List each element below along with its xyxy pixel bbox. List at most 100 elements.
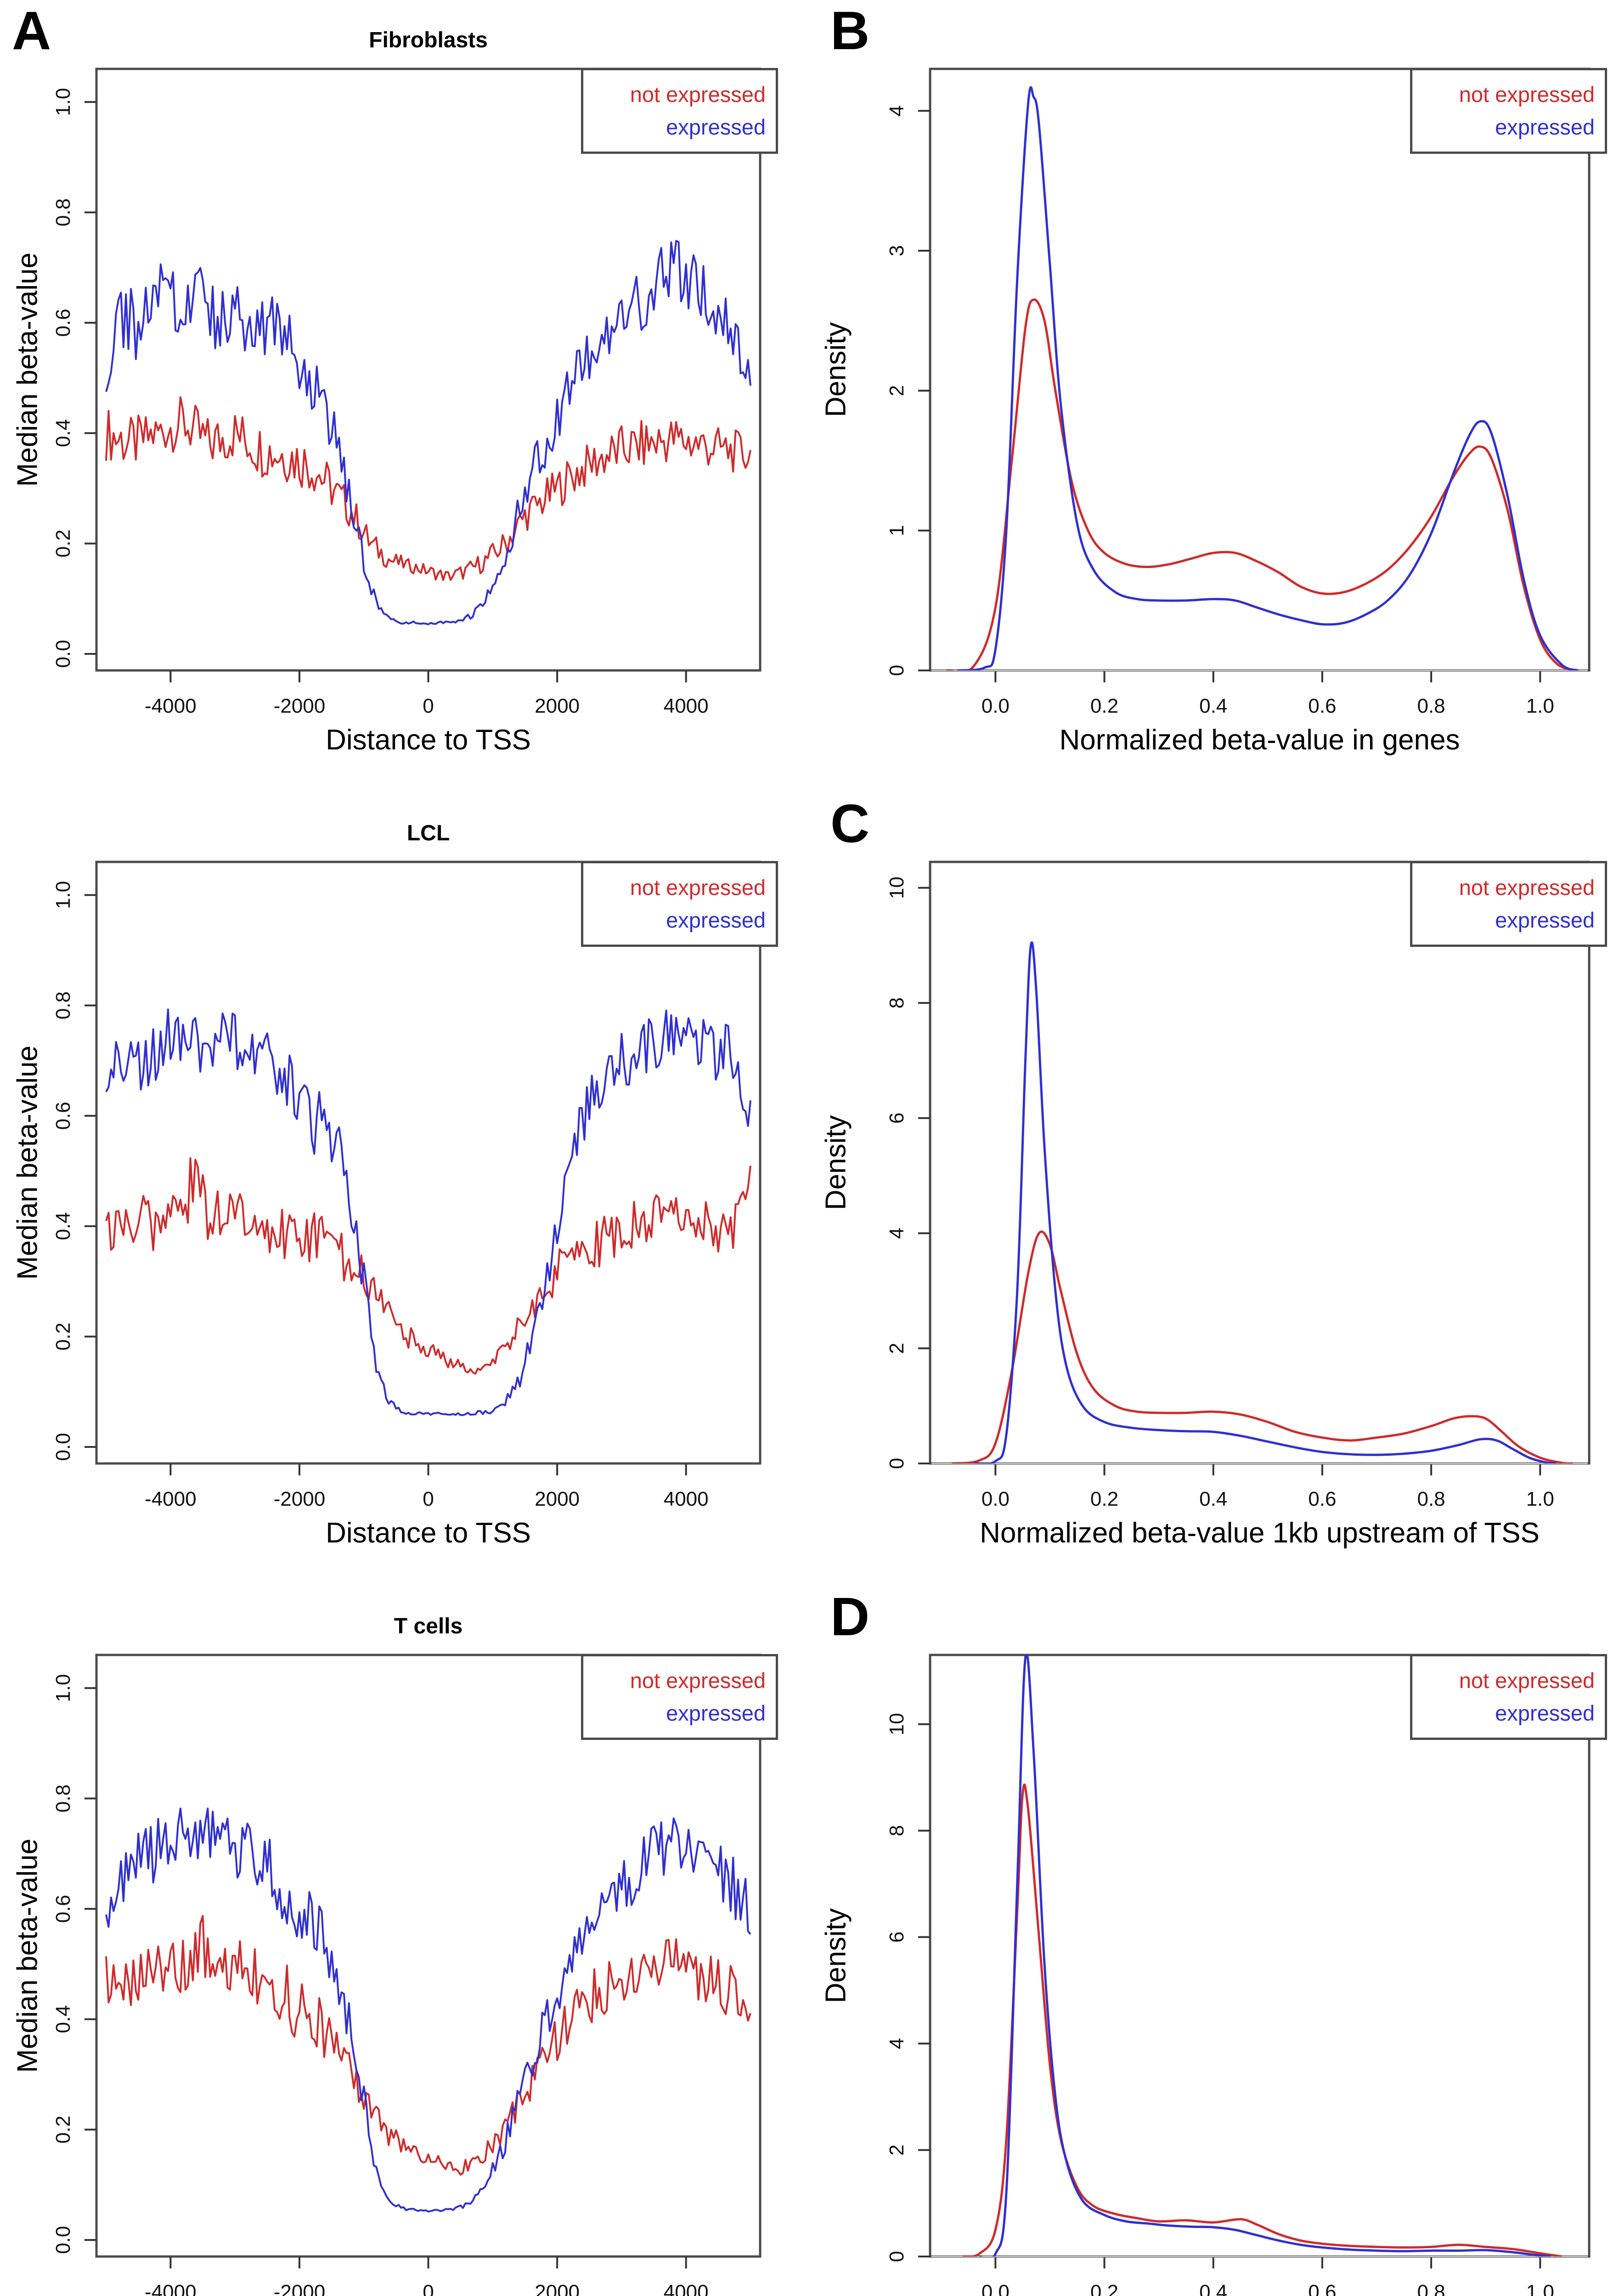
x-tick-label: 2000	[535, 2281, 580, 2296]
panel-letter-a: A	[12, 0, 51, 61]
t-cells-title: T cells	[394, 1614, 463, 1638]
legend-expressed: expressed	[666, 907, 766, 932]
y-tick-label: 4	[886, 105, 908, 116]
y-axis-ticks: 0 1 2 3 4	[886, 105, 930, 676]
y-tick-label: 0.8	[52, 1784, 74, 1812]
fibroblasts-xlabel: Distance to TSS	[326, 724, 531, 756]
x-tick-label: 0.8	[1417, 1488, 1445, 1510]
panel-a-fibroblasts: -4000 -2000 0 2000 4000 0.0 0.2 0.4 0.6 0.8 1.0 A …	[0, 0, 808, 793]
legend-expressed: expressed	[666, 114, 766, 139]
legend-not-expressed: not expressed	[1459, 875, 1595, 900]
fibroblasts-ylabel: Median beta-value	[11, 252, 44, 487]
plot-frame	[929, 1654, 1591, 2258]
y-tick-label: 4	[886, 1227, 908, 1238]
panel-letter-c: C	[830, 793, 870, 854]
y-axis-ticks: 0.0 0.2 0.4 0.6 0.8 1.0	[52, 1674, 96, 2254]
series-line-blue	[105, 1008, 751, 1416]
plot-frame	[95, 68, 762, 672]
x-tick-label: 0.6	[1308, 2281, 1336, 2296]
panel-letter-b: B	[830, 0, 870, 61]
density-curve-red	[952, 1230, 1573, 1463]
x-tick-label: 2000	[535, 1488, 580, 1510]
y-tick-label: 0	[886, 665, 908, 676]
x-tick-label: 0.4	[1199, 695, 1227, 717]
lcl-xlabel: Distance to TSS	[326, 1517, 531, 1549]
genes-density-legend: not expressed expressed	[1410, 68, 1607, 154]
y-tick-label: 4	[886, 2038, 908, 2049]
upstream-density-legend: not expressed expressed	[1410, 861, 1607, 947]
x-tick-label: 4000	[664, 1488, 709, 1510]
x-axis-ticks: 0.0 0.2 0.4 0.6 0.8 1.0	[982, 1463, 1554, 1510]
y-axis-ticks: 0.0 0.2 0.4 0.6 0.8 1.0	[52, 88, 96, 668]
lcl-legend: not expressed expressed	[581, 861, 778, 947]
y-tick-label: 0	[886, 2251, 908, 2262]
x-tick-label: -4000	[145, 1488, 197, 1510]
x-tick-label: 1.0	[1526, 2281, 1554, 2296]
upstream-density-plot-canvas: 0.0 0.2 0.4 0.6 0.8 1.0 0 2 4 6 8 10	[886, 861, 1591, 1510]
y-tick-label: 0.4	[52, 1212, 74, 1240]
t-cells-legend: not expressed expressed	[581, 1654, 778, 1740]
y-tick-label: 0.8	[52, 198, 74, 226]
x-tick-label: -2000	[274, 2281, 326, 2296]
genes-density-ylabel: Density	[820, 322, 852, 417]
x-axis-ticks: -4000 -2000 0 2000 4000	[145, 2257, 709, 2296]
legend-expressed: expressed	[1495, 907, 1595, 932]
genes-density-xlabel: Normalized beta-value in genes	[1059, 724, 1460, 756]
y-tick-label: 6	[886, 1931, 908, 1942]
x-tick-label: 2000	[535, 695, 580, 717]
legend-not-expressed: not expressed	[1459, 82, 1595, 107]
y-tick-label: 0.2	[52, 529, 74, 557]
fibroblasts-title: Fibroblasts	[369, 28, 488, 52]
legend-not-expressed: not expressed	[630, 875, 766, 900]
x-tick-label: -2000	[274, 1488, 326, 1510]
legend-not-expressed: not expressed	[630, 82, 766, 107]
y-tick-label: 0.8	[52, 991, 74, 1019]
legend-expressed: expressed	[1495, 114, 1595, 139]
y-tick-label: 0.2	[52, 1322, 74, 1351]
x-tick-label: 0.4	[1199, 1488, 1227, 1510]
y-tick-label: 3	[886, 245, 908, 256]
x-tick-label: 4000	[664, 2281, 709, 2296]
y-axis-ticks: 0.0 0.2 0.4 0.6 0.8 1.0	[52, 881, 96, 1461]
x-tick-label: 0.8	[1417, 2281, 1445, 2296]
open-chromatin-density-plot-canvas: 0.0 0.2 0.4 0.6 0.8 1.0 0 2 4 6 8 10	[886, 1654, 1591, 2296]
upstream-density-ylabel: Density	[820, 1115, 852, 1210]
lcl-plot-canvas: -4000 -2000 0 2000 4000 0.0 0.2 0.4 0.6 0.8 1.0	[52, 861, 762, 1510]
series-line-blue	[105, 240, 751, 625]
y-tick-label: 0.4	[52, 2005, 74, 2033]
x-tick-label: 0.2	[1090, 695, 1118, 717]
density-curve-red	[946, 298, 1574, 670]
x-axis-ticks: 0.0 0.2 0.4 0.6 0.8 1.0	[982, 2257, 1554, 2296]
panel-lcl: -4000 -2000 0 2000 4000 0.0 0.2 0.4 0.6 0.8 1.0 LC…	[0, 793, 808, 1586]
x-axis-ticks: -4000 -2000 0 2000 4000	[145, 670, 709, 717]
panel-letter-d: D	[830, 1587, 870, 1647]
y-tick-label: 0.6	[52, 1102, 74, 1130]
legend-not-expressed: not expressed	[630, 1668, 766, 1693]
fibroblasts-legend: not expressed expressed	[581, 68, 778, 154]
series-line-red	[105, 396, 751, 581]
legend-expressed: expressed	[1495, 1700, 1595, 1725]
panel-b-genes-density: 0.0 0.2 0.4 0.6 0.8 1.0 0 1 2 3 4 B Density Normal…	[808, 0, 1608, 793]
y-tick-label: 10	[886, 1713, 908, 1735]
panel-c-upstream-density: 0.0 0.2 0.4 0.6 0.8 1.0 0 2 4 6 8 10 C Density Norm…	[808, 793, 1608, 1586]
y-tick-label: 0.0	[52, 2226, 74, 2254]
plot-frame	[95, 861, 762, 1465]
x-tick-label: 0.0	[982, 1488, 1010, 1510]
x-tick-label: 4000	[664, 695, 709, 717]
x-tick-label: 1.0	[1526, 695, 1554, 717]
y-tick-label: 2	[886, 2144, 908, 2155]
y-tick-label: 6	[886, 1113, 908, 1124]
y-tick-label: 0.6	[52, 309, 74, 337]
x-tick-label: 0.6	[1308, 695, 1336, 717]
lcl-title: LCL	[406, 821, 450, 845]
x-tick-label: 0	[423, 2281, 434, 2296]
open-chromatin-density-legend: not expressed expressed	[1410, 1654, 1607, 1740]
panel-t-cells: -4000 -2000 0 2000 4000 0.0 0.2 0.4 0.6 0.8 1.0 T …	[0, 1586, 808, 2296]
y-axis-ticks: 0 2 4 6 8 10	[886, 1713, 930, 2262]
x-tick-label: 0.0	[982, 2281, 1010, 2296]
series-line-red	[105, 1157, 751, 1375]
x-tick-label: 0.2	[1090, 1488, 1118, 1510]
t-cells-ylabel: Median beta-value	[11, 1838, 44, 2073]
